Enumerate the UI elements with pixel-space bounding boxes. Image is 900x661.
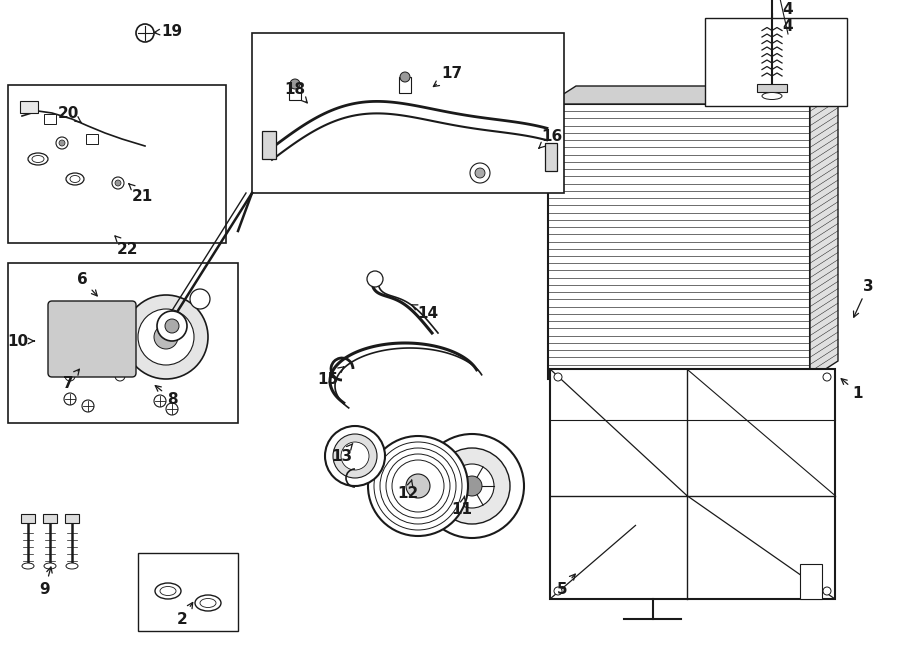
Bar xyxy=(289,84,301,100)
Bar xyxy=(44,114,56,124)
Ellipse shape xyxy=(762,93,782,100)
Ellipse shape xyxy=(155,583,181,599)
Circle shape xyxy=(823,373,831,381)
Circle shape xyxy=(115,180,121,186)
Circle shape xyxy=(434,448,510,524)
Ellipse shape xyxy=(22,563,34,569)
Text: 14: 14 xyxy=(411,305,438,321)
Text: 22: 22 xyxy=(115,236,139,256)
Ellipse shape xyxy=(66,173,84,185)
Ellipse shape xyxy=(195,595,221,611)
Bar xyxy=(757,84,787,92)
Circle shape xyxy=(136,24,154,42)
Text: 11: 11 xyxy=(452,496,472,516)
Bar xyxy=(800,564,822,599)
Polygon shape xyxy=(810,86,838,379)
Bar xyxy=(65,514,79,523)
Circle shape xyxy=(462,476,482,496)
FancyBboxPatch shape xyxy=(48,301,136,377)
Bar xyxy=(399,77,411,93)
Text: 21: 21 xyxy=(129,184,153,204)
Circle shape xyxy=(290,79,300,89)
Circle shape xyxy=(368,436,468,536)
Circle shape xyxy=(55,360,65,370)
Ellipse shape xyxy=(200,598,216,607)
Circle shape xyxy=(56,137,68,149)
Bar xyxy=(8,263,238,423)
Circle shape xyxy=(367,271,383,287)
Text: 13: 13 xyxy=(331,444,353,463)
Circle shape xyxy=(400,72,410,82)
Bar xyxy=(705,18,847,106)
Text: 12: 12 xyxy=(398,480,418,500)
Ellipse shape xyxy=(70,176,80,182)
Circle shape xyxy=(406,474,430,498)
Text: 7: 7 xyxy=(63,369,79,391)
Text: 9: 9 xyxy=(40,567,52,596)
Bar xyxy=(252,33,564,193)
Text: 17: 17 xyxy=(434,65,463,87)
Text: 10: 10 xyxy=(7,334,34,348)
Circle shape xyxy=(823,587,831,595)
Circle shape xyxy=(64,393,76,405)
Circle shape xyxy=(65,371,75,381)
Circle shape xyxy=(124,295,208,379)
Circle shape xyxy=(82,400,94,412)
Bar xyxy=(21,514,35,523)
Ellipse shape xyxy=(66,563,78,569)
Text: 15: 15 xyxy=(318,367,344,387)
Circle shape xyxy=(554,587,562,595)
Bar xyxy=(262,131,276,159)
Circle shape xyxy=(420,434,524,538)
Text: 4: 4 xyxy=(783,19,793,34)
Text: 4: 4 xyxy=(783,1,793,17)
Bar xyxy=(20,101,38,113)
Ellipse shape xyxy=(160,586,176,596)
Text: 1: 1 xyxy=(842,379,863,401)
Text: 5: 5 xyxy=(557,574,575,596)
Circle shape xyxy=(154,395,166,407)
Text: 3: 3 xyxy=(853,278,873,317)
Text: 18: 18 xyxy=(284,81,307,103)
Bar xyxy=(43,514,57,523)
Circle shape xyxy=(341,442,369,470)
Circle shape xyxy=(190,289,210,309)
Bar xyxy=(86,134,98,144)
Text: 6: 6 xyxy=(76,272,97,296)
Circle shape xyxy=(157,311,187,341)
Ellipse shape xyxy=(28,153,48,165)
Circle shape xyxy=(333,434,377,478)
Bar xyxy=(138,553,238,631)
Circle shape xyxy=(125,364,135,374)
Text: 19: 19 xyxy=(154,24,183,38)
Circle shape xyxy=(165,319,179,333)
Circle shape xyxy=(112,177,124,189)
Circle shape xyxy=(115,371,125,381)
Ellipse shape xyxy=(32,155,44,163)
Circle shape xyxy=(154,325,178,349)
Bar xyxy=(8,85,226,243)
Circle shape xyxy=(325,426,385,486)
Circle shape xyxy=(59,140,65,146)
Text: 20: 20 xyxy=(58,106,82,123)
Circle shape xyxy=(450,464,494,508)
Ellipse shape xyxy=(44,563,56,569)
Bar xyxy=(545,143,557,171)
Bar xyxy=(548,104,810,379)
Text: 2: 2 xyxy=(176,602,193,627)
Circle shape xyxy=(470,163,490,183)
Text: 8: 8 xyxy=(156,385,177,407)
Polygon shape xyxy=(548,86,838,104)
Circle shape xyxy=(475,168,485,178)
Bar xyxy=(550,369,835,599)
Text: 16: 16 xyxy=(539,128,562,148)
Circle shape xyxy=(554,373,562,381)
Circle shape xyxy=(138,309,194,365)
Circle shape xyxy=(166,403,178,415)
